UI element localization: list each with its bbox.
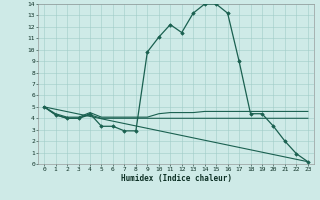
X-axis label: Humidex (Indice chaleur): Humidex (Indice chaleur) <box>121 174 231 183</box>
